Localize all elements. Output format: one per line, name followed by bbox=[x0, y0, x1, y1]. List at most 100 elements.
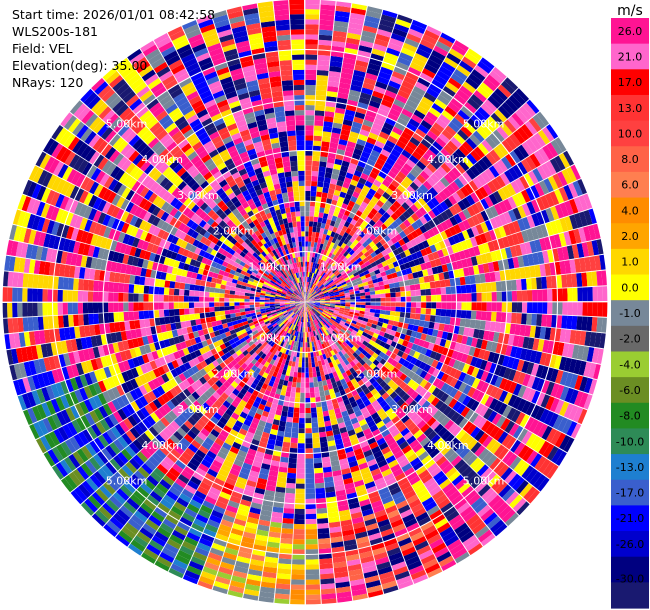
ray-gate bbox=[60, 441, 73, 457]
ray-gate bbox=[305, 236, 309, 242]
ray-gate bbox=[295, 392, 301, 398]
ray-gate bbox=[453, 213, 463, 224]
ray-gate bbox=[146, 494, 160, 507]
ray-gate bbox=[260, 322, 266, 328]
ray-gate bbox=[305, 54, 318, 60]
ray-gate bbox=[463, 510, 477, 523]
ray-gate bbox=[279, 341, 285, 347]
ray-gate bbox=[256, 424, 265, 432]
ray-gate bbox=[355, 106, 367, 115]
ray-gate bbox=[245, 521, 258, 530]
ray-gate bbox=[327, 157, 335, 164]
ray-gate bbox=[415, 218, 424, 228]
ray-gate bbox=[345, 302, 351, 305]
ray-gate bbox=[305, 574, 320, 580]
ray-gate bbox=[308, 311, 311, 317]
ray-gate bbox=[529, 350, 538, 363]
ray-gate bbox=[119, 420, 130, 433]
ray-gate bbox=[305, 392, 311, 398]
ray-gate bbox=[47, 415, 58, 431]
ray-gate bbox=[422, 254, 430, 263]
ray-gate bbox=[137, 421, 149, 433]
ray-gate bbox=[424, 29, 440, 41]
ray-gate bbox=[308, 367, 313, 373]
ray-gate bbox=[372, 380, 380, 389]
ray-gate bbox=[314, 467, 323, 474]
ray-gate bbox=[332, 168, 340, 176]
ray-gate bbox=[336, 369, 342, 376]
ray-gate bbox=[135, 365, 144, 376]
ray-gate bbox=[480, 283, 487, 293]
ray-gate bbox=[318, 283, 323, 288]
ray-gate bbox=[416, 174, 427, 184]
ray-gate bbox=[557, 342, 565, 356]
ray-gate bbox=[182, 347, 190, 356]
ray-gate bbox=[374, 259, 382, 266]
ray-gate bbox=[365, 580, 381, 589]
ray-gate bbox=[355, 484, 366, 493]
ray-gate bbox=[335, 251, 341, 257]
ray-gate bbox=[333, 25, 348, 33]
ray-gate bbox=[202, 500, 215, 510]
ray-gate bbox=[440, 416, 451, 427]
ray-gate bbox=[328, 147, 338, 154]
ray-gate bbox=[559, 401, 570, 417]
ray-gate bbox=[367, 267, 375, 274]
ray-gate bbox=[403, 249, 411, 257]
ray-gate bbox=[548, 235, 557, 249]
ray-gate bbox=[296, 473, 305, 479]
ray-gate bbox=[385, 269, 392, 276]
ray-gate bbox=[556, 275, 563, 288]
ray-gate bbox=[319, 354, 324, 361]
ray-gate bbox=[493, 460, 506, 474]
ray-gate bbox=[305, 302, 309, 306]
ray-gate bbox=[250, 335, 256, 341]
ray-gate bbox=[402, 163, 413, 173]
ray-gate bbox=[306, 337, 310, 343]
ray-gate bbox=[519, 324, 526, 337]
ray-gate bbox=[262, 341, 268, 348]
ray-gate bbox=[566, 421, 578, 437]
ray-gate bbox=[506, 356, 515, 369]
ray-gate bbox=[341, 67, 354, 75]
ray-gate bbox=[387, 399, 397, 408]
ray-gate bbox=[345, 42, 359, 50]
ray-gate bbox=[350, 417, 359, 425]
ray-gate bbox=[480, 56, 495, 70]
ray-gate bbox=[239, 546, 253, 554]
ray-gate bbox=[503, 211, 513, 224]
ray-gate bbox=[489, 441, 502, 454]
ray-gate bbox=[288, 317, 293, 322]
ray-gate bbox=[431, 78, 445, 90]
ray-gate bbox=[286, 338, 291, 345]
ray-gate bbox=[409, 136, 421, 147]
ray-gate bbox=[300, 397, 305, 403]
ray-gate bbox=[535, 364, 545, 378]
ray-gate bbox=[389, 310, 396, 316]
ray-gate bbox=[382, 9, 398, 19]
ray-gate bbox=[443, 144, 455, 156]
ray-gate bbox=[367, 280, 374, 285]
ray-gate bbox=[305, 29, 319, 35]
ray-gate bbox=[564, 260, 572, 274]
ray-gate bbox=[362, 369, 370, 377]
ray-gate bbox=[332, 402, 340, 410]
ray-gate bbox=[314, 297, 320, 300]
ray-gate bbox=[305, 206, 310, 212]
ray-gate bbox=[343, 198, 350, 205]
ray-gate bbox=[156, 482, 169, 495]
ray-gate bbox=[422, 327, 429, 335]
ray-gate bbox=[340, 129, 351, 137]
ray-gate bbox=[167, 410, 178, 421]
ray-gate bbox=[120, 382, 130, 394]
ray-gate bbox=[266, 313, 272, 317]
ray-gate bbox=[425, 334, 432, 343]
ray-gate bbox=[336, 417, 345, 424]
ray-gate bbox=[417, 77, 431, 88]
ray-gate bbox=[303, 307, 305, 313]
ray-gate bbox=[317, 290, 322, 294]
ray-gate bbox=[166, 438, 177, 449]
ray-gate bbox=[364, 141, 375, 150]
ray-gate bbox=[314, 305, 320, 308]
ray-gate bbox=[381, 347, 389, 355]
